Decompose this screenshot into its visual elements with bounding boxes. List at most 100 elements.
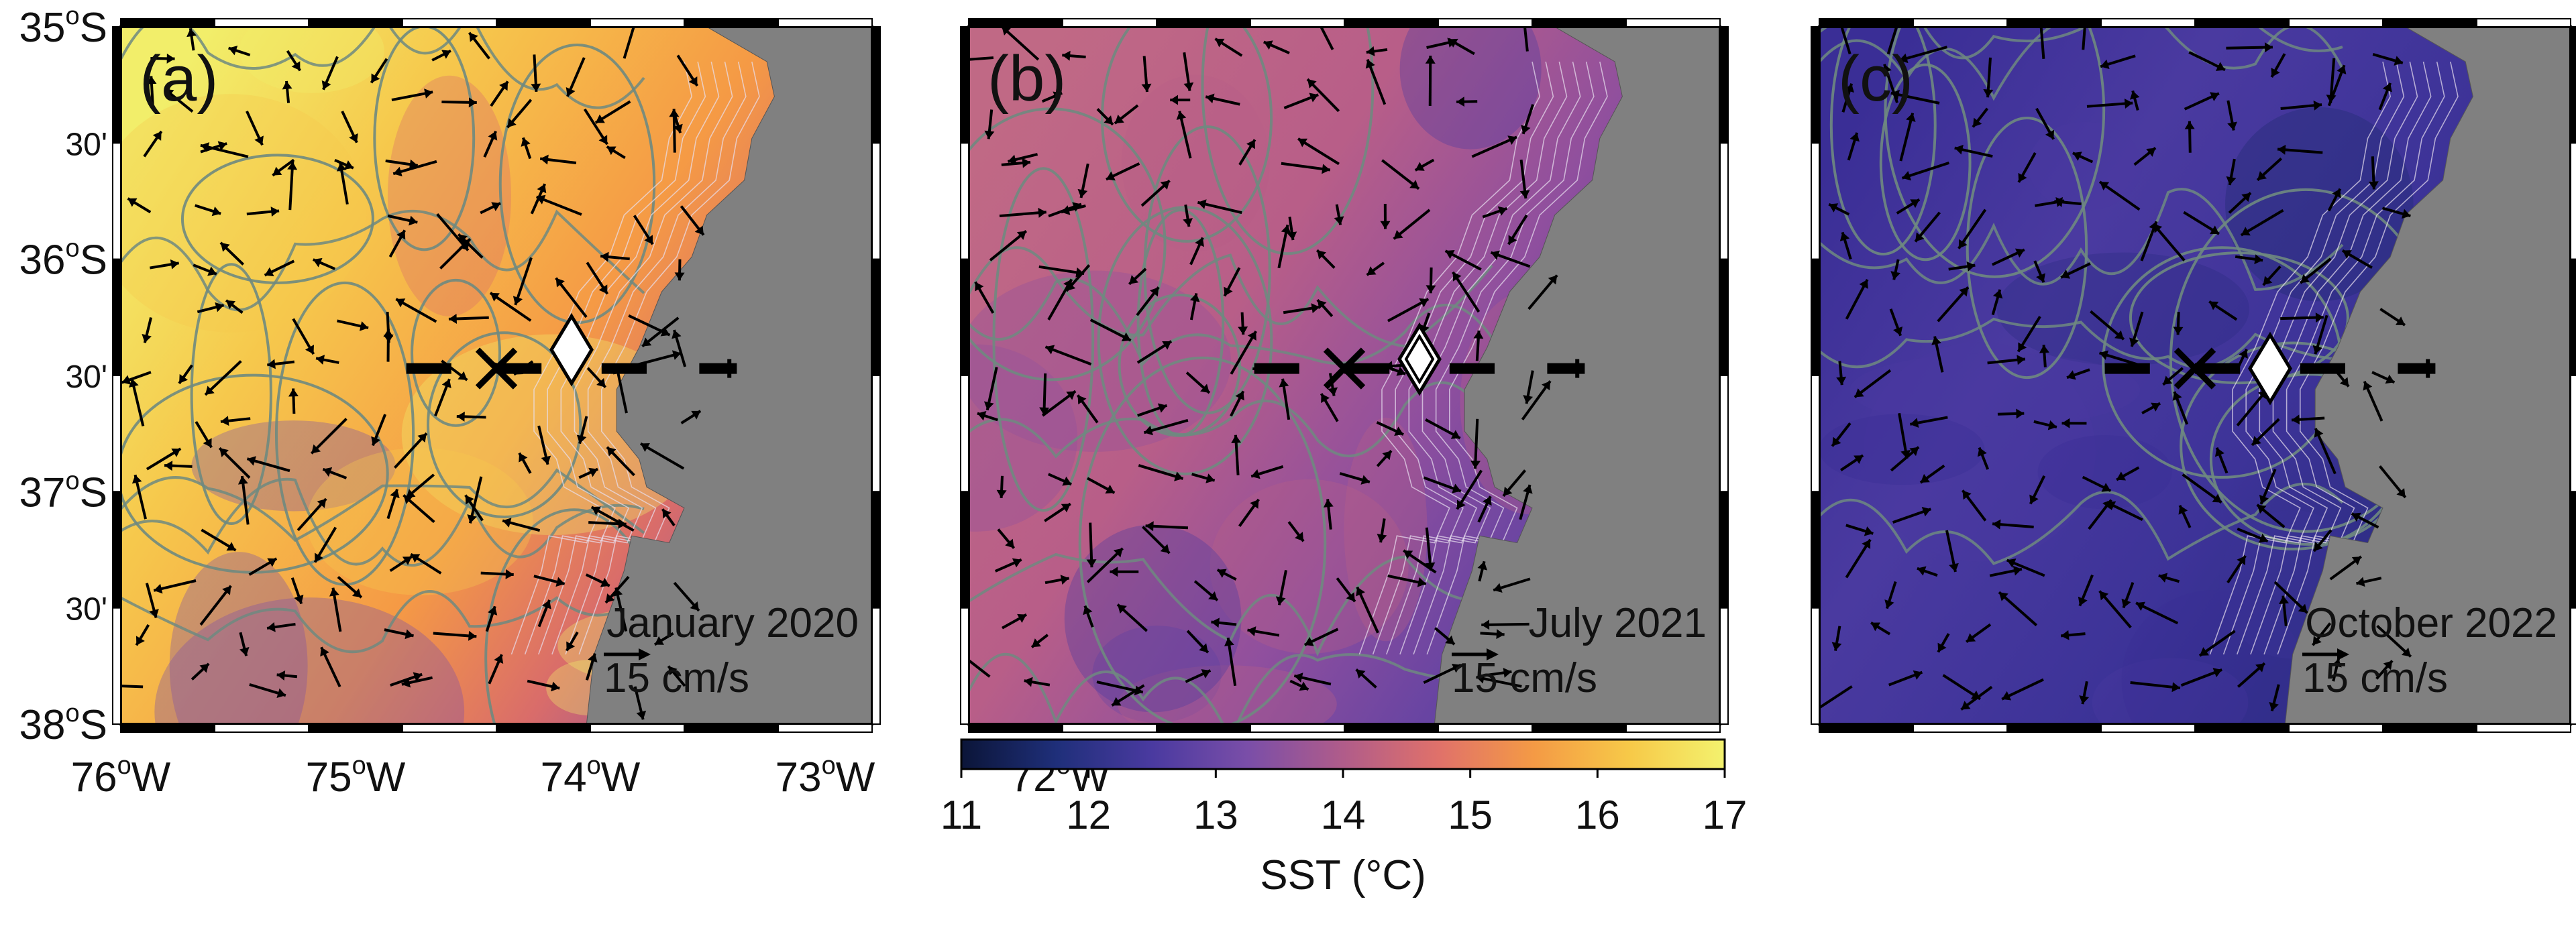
- velocity-arrow-head: [488, 131, 498, 141]
- velocity-arrow: [1899, 113, 1915, 162]
- velocity-arrow: [240, 475, 250, 525]
- velocity-arrow-head: [531, 83, 541, 92]
- velocity-arrow-head: [669, 109, 680, 117]
- velocity-arrow-head: [1075, 267, 1085, 278]
- velocity-arrow-head: [2332, 188, 2341, 198]
- velocity-arrow-head: [2129, 91, 2140, 100]
- velocity-arrow-head: [1083, 605, 1093, 615]
- velocity-arrow-head: [469, 32, 478, 42]
- velocity-arrow-head: [1973, 117, 1982, 127]
- velocity-arrow-head: [1931, 336, 1941, 345]
- diamond-symbol: [549, 312, 594, 387]
- velocity-arrow-head: [996, 489, 1007, 498]
- sst-patch: [1849, 353, 2141, 427]
- velocity-arrow-head: [1473, 331, 1484, 339]
- velocity-arrow-head: [2146, 148, 2156, 157]
- velocity-arrow-head: [555, 577, 565, 587]
- lat-tick-label: 36oS: [19, 235, 107, 284]
- velocity-arrow-head: [403, 495, 413, 504]
- velocity-arrow-head: [2151, 402, 2161, 412]
- velocity-arrow-head: [2351, 556, 2361, 566]
- velocity-arrow-head: [668, 666, 678, 676]
- velocity-arrow-head: [1864, 526, 1874, 536]
- map-frame: [1811, 18, 2576, 733]
- velocity-arrow-head: [690, 601, 699, 611]
- velocity-arrow-head: [200, 142, 210, 152]
- velocity-arrow-head: [1992, 519, 2001, 530]
- velocity-arrow-head: [1150, 287, 1159, 297]
- velocity-arrow-head: [1365, 59, 1375, 69]
- velocity-arrow: [1471, 135, 1517, 158]
- velocity-arrow: [1428, 55, 1432, 106]
- velocity-arrow-head: [409, 159, 418, 170]
- velocity-arrow-head: [329, 587, 339, 597]
- velocity-arrow-head: [276, 670, 286, 681]
- velocity-arrow-head: [1263, 40, 1273, 50]
- velocity-arrow-head: [2061, 630, 2070, 640]
- velocity-arrow-head: [1299, 681, 1309, 691]
- x-symbol: [475, 347, 518, 390]
- ssh-contour-line: [969, 381, 1493, 459]
- x-symbol: [2174, 347, 2216, 390]
- velocity-arrow-head: [600, 251, 609, 262]
- velocity-arrow-head: [2257, 171, 2267, 180]
- ssh-contour-line: [121, 27, 645, 109]
- ssh-contour: [180, 154, 374, 284]
- velocity-arrow-head: [441, 50, 451, 59]
- velocity-arrow-head: [1854, 388, 1864, 398]
- scale-label: 15 cm/s: [604, 655, 749, 701]
- velocity-arrow-head: [1208, 591, 1218, 601]
- velocity-arrow-head: [2258, 533, 2268, 543]
- velocity-arrow-head: [507, 118, 517, 128]
- velocity-arrow-head: [2178, 505, 2188, 515]
- velocity-arrow-head: [1106, 171, 1116, 181]
- velocity-arrow-head: [1134, 685, 1143, 696]
- velocity-arrow-head: [1893, 326, 1903, 336]
- sst-patch: [2028, 121, 2143, 211]
- velocity-arrow-head: [239, 646, 250, 656]
- svg-text:74oW: 74oW: [541, 752, 641, 801]
- velocity-arrow-head: [1477, 561, 1488, 571]
- velocity-arrow-head: [2078, 596, 2088, 606]
- map-frame: [960, 18, 1729, 733]
- velocity-arrow-head: [1882, 64, 1892, 74]
- velocity-arrow-head: [2401, 209, 2411, 219]
- panel-label: (a): [140, 43, 218, 115]
- sst-patch: [1210, 479, 1409, 654]
- velocity-arrow-head: [1917, 566, 1927, 576]
- velocity-arrow-head: [1377, 534, 1387, 543]
- velocity-arrow-head: [2254, 254, 2263, 265]
- svg-text:37oS: 37oS: [19, 467, 107, 516]
- velocity-arrow-head: [1451, 663, 1461, 673]
- velocity-arrow-head: [1425, 562, 1436, 571]
- velocity-arrow-head: [2314, 542, 2323, 551]
- velocity-arrow-head: [1831, 642, 1842, 651]
- velocity-arrow-head: [264, 267, 274, 277]
- velocity-arrow-head: [2106, 501, 2116, 511]
- velocity-arrow: [514, 257, 533, 306]
- velocity-arrow-head: [409, 215, 418, 226]
- velocity-arrow-head: [1062, 476, 1072, 486]
- svg-text:30': 30': [65, 127, 107, 162]
- velocity-arrow-head: [1417, 577, 1426, 587]
- velocity-arrow-head: [494, 654, 504, 664]
- velocity-arrow: [2130, 681, 2181, 690]
- velocity-arrow-head: [1961, 701, 1971, 710]
- velocity-arrow-head: [2054, 196, 2063, 207]
- ssh-contour: [1879, 63, 1972, 261]
- velocity-arrow-head: [1002, 27, 1012, 36]
- velocity-arrow-head: [591, 506, 601, 516]
- velocity-arrow-head: [1294, 672, 1303, 683]
- sst-patch: [121, 94, 367, 333]
- velocity-arrow: [969, 56, 994, 61]
- velocity-arrow-head: [1160, 180, 1170, 190]
- lon-tick-label: 75oW: [306, 752, 406, 801]
- velocity-arrow-head: [2116, 471, 2127, 481]
- velocity-arrow-head: [1542, 381, 1551, 391]
- velocity-arrow-head: [1281, 225, 1291, 234]
- velocity-arrow-head: [2124, 99, 2133, 109]
- ssh-contour-line: [1819, 27, 2343, 60]
- velocity-arrow: [590, 506, 635, 532]
- velocity-arrow-head: [2081, 4, 2091, 12]
- velocity-arrow-head: [1920, 473, 1930, 483]
